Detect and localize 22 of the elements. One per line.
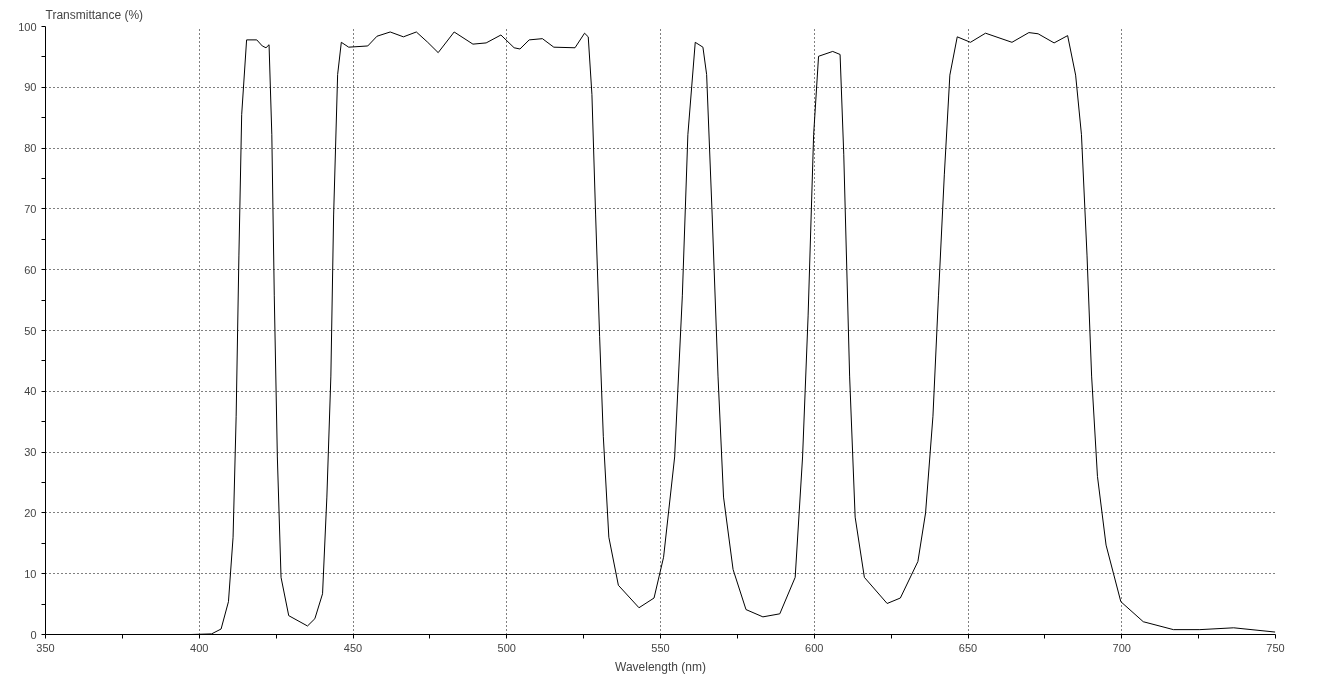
x-tick-label: 600 xyxy=(805,641,824,654)
x-tick-label: 750 xyxy=(1266,641,1285,654)
x-tick-label: 350 xyxy=(36,641,55,654)
x-tick-label: 550 xyxy=(651,641,670,654)
y-tick-label: 0 xyxy=(30,628,37,641)
y-tick-label: 50 xyxy=(24,324,37,337)
y-tick-label: 20 xyxy=(24,506,37,519)
y-tick-label: 100 xyxy=(18,20,37,33)
y-tick-label: 30 xyxy=(24,446,37,459)
x-tick-label: 700 xyxy=(1112,641,1131,654)
y-axis-title: Transmittance (%) xyxy=(45,7,144,22)
x-tick-label: 650 xyxy=(958,641,978,654)
x-tick-label: 400 xyxy=(190,641,209,654)
y-tick-label: 80 xyxy=(24,142,37,155)
x-axis-title: Wavelength (nm) xyxy=(615,659,706,674)
x-tick-label: 500 xyxy=(497,641,516,654)
y-tick-label: 40 xyxy=(24,385,37,398)
y-tick-label: 90 xyxy=(24,81,37,94)
y-tick-label: 70 xyxy=(24,202,37,215)
y-tick-label: 60 xyxy=(24,263,37,276)
y-tick-label: 10 xyxy=(24,567,37,580)
x-tick-label: 450 xyxy=(343,641,363,654)
